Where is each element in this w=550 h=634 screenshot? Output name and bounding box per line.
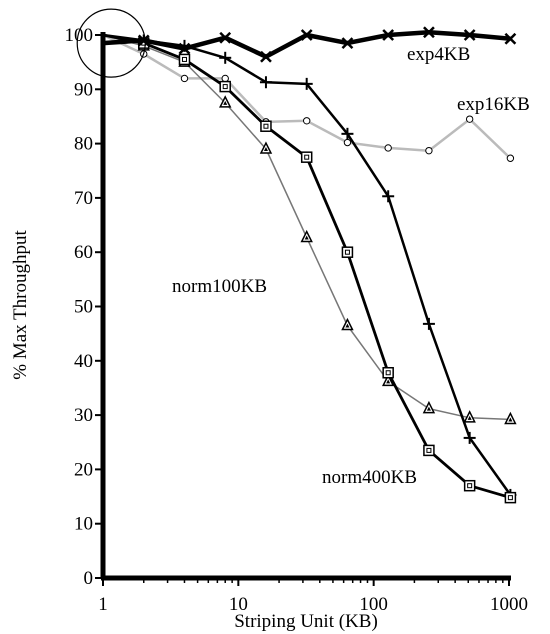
data-point-triangle [300, 229, 313, 243]
series-layer [76, 8, 517, 504]
highlight-circle [76, 8, 146, 78]
data-point-x [300, 29, 313, 41]
data-point-circle [425, 146, 433, 155]
data-point-x [423, 26, 435, 39]
y-tick-label: 60 [74, 242, 93, 263]
data-point-x [219, 31, 232, 44]
data-point-plus [341, 127, 354, 140]
data-point-circle [180, 74, 189, 83]
data-point-triangle [341, 317, 354, 331]
y-tick-label: 80 [74, 134, 93, 155]
x-tick-label: 100 [359, 594, 388, 615]
data-point-x [178, 42, 191, 55]
y-tick-label: 40 [74, 351, 93, 372]
data-point-plus [382, 190, 395, 203]
y-tick-label: 100 [65, 25, 94, 46]
data-point-circle [343, 138, 352, 147]
data-point-x [260, 50, 272, 63]
data-point-triangle [259, 141, 273, 154]
data-point-circle [384, 144, 392, 152]
data-point-square [219, 80, 231, 93]
data-point-plus [463, 431, 476, 444]
series-label-norm100kb: norm100KB [172, 276, 267, 297]
series-label-exp4kb: exp4KB [407, 44, 470, 65]
series-label-norm400kb: norm400KB [322, 467, 417, 488]
y-axis-title: % Max Throughput [10, 230, 31, 380]
y-tick-label: 50 [74, 297, 93, 318]
data-point-square [463, 479, 476, 492]
data-point-square [423, 444, 435, 457]
data-point-circle [506, 154, 515, 162]
y-tick-label: 30 [74, 405, 93, 426]
data-point-circle [302, 117, 311, 125]
data-point-square [382, 366, 394, 379]
data-point-square [300, 151, 313, 163]
x-tick-label: 1000 [490, 594, 528, 615]
data-point-plus [300, 77, 313, 90]
data-point-square [341, 246, 354, 258]
data-point-triangle [219, 95, 232, 108]
y-tick-label: 70 [74, 188, 93, 209]
series-line-plus [102, 33, 512, 496]
data-point-square [178, 53, 191, 66]
data-point-triangle [422, 400, 436, 414]
y-tick-label: 90 [74, 79, 93, 100]
data-point-x [382, 29, 395, 41]
series-label-exp16kb: exp16KB [457, 94, 530, 115]
data-point-triangle [504, 411, 517, 425]
data-point-circle [465, 115, 474, 123]
x-tick-label: 10 [229, 594, 248, 615]
x-axis-title: Striping Unit (KB) [234, 611, 378, 632]
y-tick-label: 0 [84, 568, 94, 589]
series-line-triangle [102, 34, 511, 421]
data-point-plus [422, 317, 435, 330]
y-tick-label: 10 [74, 514, 93, 535]
y-tick-label: 20 [74, 459, 93, 480]
data-point-x [341, 37, 354, 50]
data-point-triangle [463, 410, 476, 423]
data-point-square [260, 120, 272, 132]
series-line-square [102, 33, 511, 499]
x-tick-label: 1 [98, 594, 108, 615]
data-point-circle [221, 74, 229, 83]
data-point-plus [219, 51, 232, 64]
labels-layer: Striping Unit (KB) % Max Throughput exp4… [10, 44, 530, 632]
data-point-square [504, 491, 517, 504]
data-point-x [463, 29, 476, 41]
data-point-plus [259, 76, 272, 89]
data-point-x [504, 32, 517, 45]
data-point-x [137, 34, 150, 47]
